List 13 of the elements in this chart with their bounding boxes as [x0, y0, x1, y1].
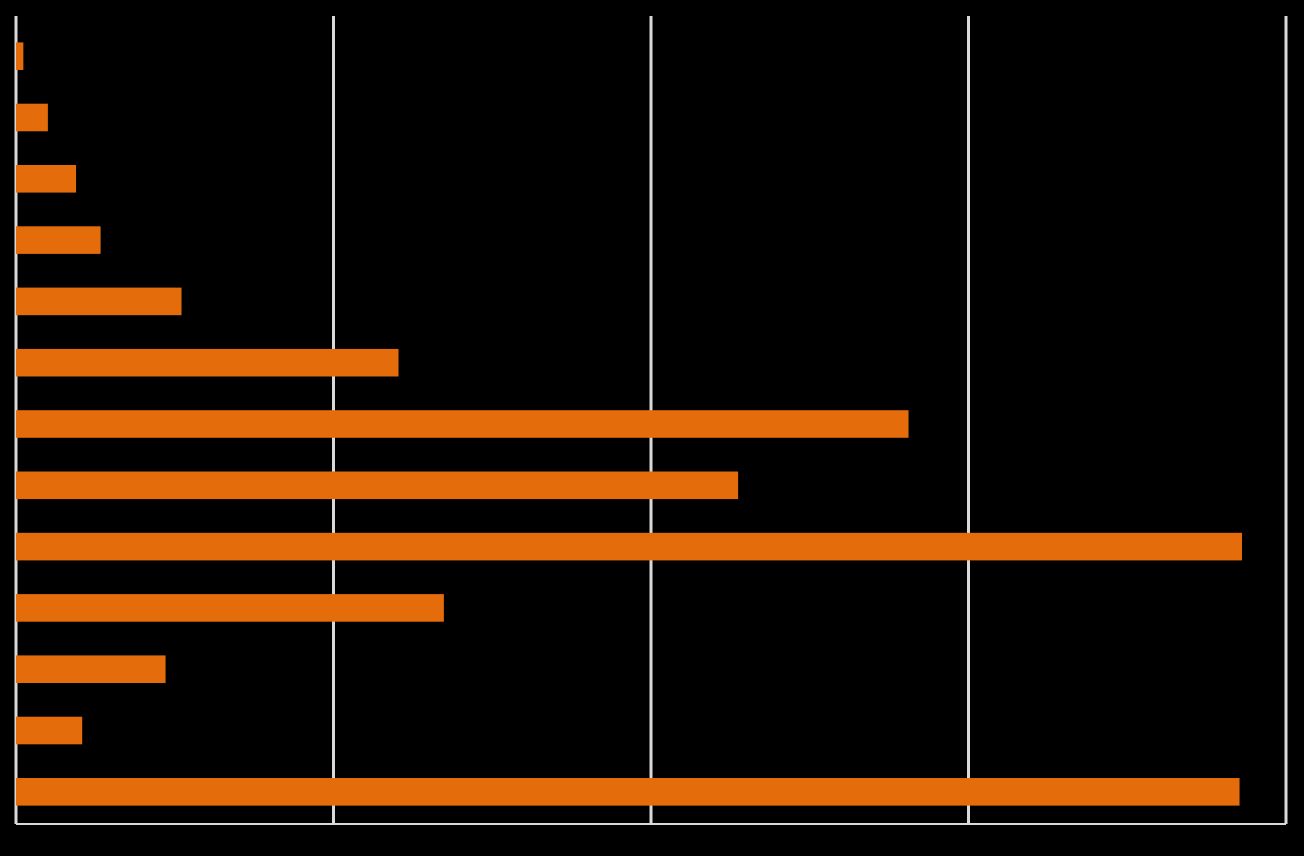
bar: [16, 716, 83, 745]
bar: [16, 348, 399, 377]
bar: [16, 42, 24, 70]
bar: [16, 410, 909, 438]
bar: [16, 655, 166, 683]
bar: [16, 471, 739, 500]
bar: [16, 287, 182, 316]
bar: [16, 103, 48, 132]
bar: [16, 226, 101, 254]
bar: [16, 594, 444, 622]
bar: [16, 165, 77, 193]
bar: [16, 778, 1240, 806]
bar: [16, 532, 1242, 561]
